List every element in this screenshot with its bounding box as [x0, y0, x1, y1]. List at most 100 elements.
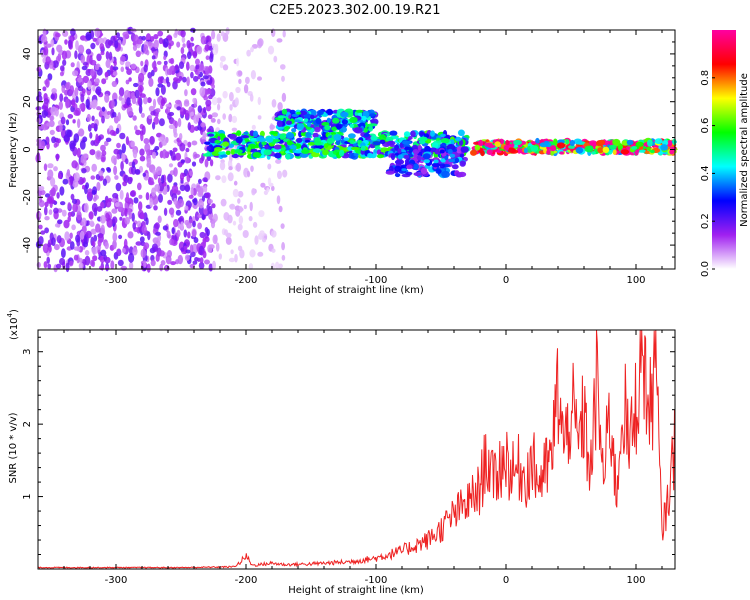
heatmap-cell	[139, 236, 145, 243]
heatmap-cell	[155, 253, 160, 262]
heatmap-cell	[200, 122, 206, 128]
heatmap-cell	[41, 123, 48, 131]
heatmap-cell	[341, 119, 348, 125]
heatmap-cell	[77, 77, 83, 83]
heatmap-cell	[59, 186, 65, 196]
heatmap-cell	[333, 134, 342, 141]
heatmap-cell	[69, 140, 76, 150]
heatmap-cell	[229, 91, 234, 102]
heatmap-cell	[138, 201, 143, 211]
heatmap-cell	[222, 141, 230, 147]
heatmap-cell	[92, 84, 96, 92]
heatmap-cell	[160, 174, 165, 184]
heatmap-cell	[138, 194, 143, 199]
heatmap-cell	[311, 151, 317, 156]
heatmap-cell	[236, 130, 242, 137]
heatmap-cell	[325, 109, 334, 116]
heatmap-cell	[110, 260, 115, 270]
heatmap-cell	[243, 204, 247, 210]
colorbar-ticks: 0.0 0.2 0.4 0.6 0.8	[700, 70, 715, 277]
heatmap-cell	[100, 249, 107, 257]
heatmap-cell	[227, 214, 233, 224]
heatmap-cell	[173, 219, 179, 228]
heatmap-cell	[523, 147, 528, 154]
heatmap-cell	[257, 96, 261, 106]
heatmap-cell	[76, 147, 81, 158]
heatmap-cell	[157, 76, 163, 84]
heatmap-cell	[199, 257, 204, 264]
heatmap-cell	[36, 66, 42, 73]
heatmap-cell	[153, 39, 159, 50]
heatmap-cell	[257, 76, 262, 81]
y-tick-label: -40	[22, 237, 33, 253]
heatmap-cell	[158, 250, 165, 257]
heatmap-cell	[316, 109, 324, 116]
heatmap-cell	[298, 130, 303, 138]
heatmap-cell	[59, 71, 64, 77]
heatmap-cell	[141, 225, 147, 234]
heatmap-cell	[296, 111, 302, 115]
heatmap-cell	[128, 252, 135, 263]
heatmap-cell	[386, 140, 396, 146]
heatmap-cell	[487, 144, 496, 149]
heatmap-cell	[190, 36, 194, 42]
heatmap-cell	[192, 50, 198, 59]
heatmap-cell	[236, 57, 240, 67]
heatmap-cell	[385, 170, 395, 175]
heatmap-cell	[48, 195, 54, 204]
heatmap-cell	[148, 77, 154, 87]
heatmap-cell	[72, 180, 79, 188]
heatmap-cell	[150, 259, 156, 267]
heatmap-cell	[46, 256, 50, 264]
heatmap-cell	[152, 98, 157, 109]
heatmap-cell	[99, 175, 104, 181]
heatmap-cell	[199, 231, 206, 239]
snr-x-ticks: -300 -200 -100 0 100	[37, 330, 663, 586]
heatmap-cell	[200, 35, 207, 45]
heatmap-cell	[354, 127, 363, 134]
heatmap-cell	[67, 114, 74, 119]
heatmap-cell	[50, 39, 55, 47]
heatmap-cell	[299, 152, 309, 158]
heatmap-cell	[102, 178, 107, 186]
heatmap-cell	[56, 44, 63, 53]
heatmap-cell	[153, 116, 159, 125]
heatmap-cell	[111, 99, 115, 109]
heatmap-cell	[130, 165, 137, 175]
heatmap-cell	[151, 243, 158, 252]
heatmap-cell	[155, 108, 161, 113]
heatmap-cell	[173, 167, 178, 177]
heatmap-cell	[155, 87, 160, 97]
heatmap-cell	[312, 148, 322, 154]
heatmap-cell	[263, 149, 272, 156]
heatmap-cell	[250, 70, 256, 80]
heatmap-cell	[190, 186, 194, 197]
heatmap-cell	[260, 182, 266, 188]
heatmap-cell	[638, 149, 647, 153]
snr-frame	[37, 329, 676, 570]
heatmap-cell	[374, 145, 381, 150]
heatmap-cell	[123, 238, 128, 249]
heatmap-cell	[353, 153, 359, 157]
heatmap-cell	[599, 139, 606, 145]
heatmap-cell	[326, 138, 335, 144]
heatmap-cell	[190, 251, 196, 258]
heatmap-cell	[250, 46, 254, 53]
heatmap-cell	[54, 107, 59, 117]
heatmap-cell	[77, 118, 81, 129]
heatmap-cell	[83, 202, 89, 213]
heatmap-cell	[130, 63, 137, 70]
heatmap-cell	[626, 146, 632, 150]
heatmap-cell	[568, 145, 576, 149]
heatmap-cell	[184, 156, 190, 164]
heatmap-cell	[185, 249, 191, 254]
heatmap-cell	[104, 140, 109, 147]
heatmap-cell	[55, 263, 62, 269]
heatmap-cell	[161, 139, 168, 146]
y-tick-label: 0	[22, 146, 33, 152]
heatmap-cell	[220, 31, 225, 37]
heatmap-cell	[228, 143, 235, 148]
heatmap-cell	[132, 247, 138, 256]
heatmap-cell	[282, 169, 288, 178]
